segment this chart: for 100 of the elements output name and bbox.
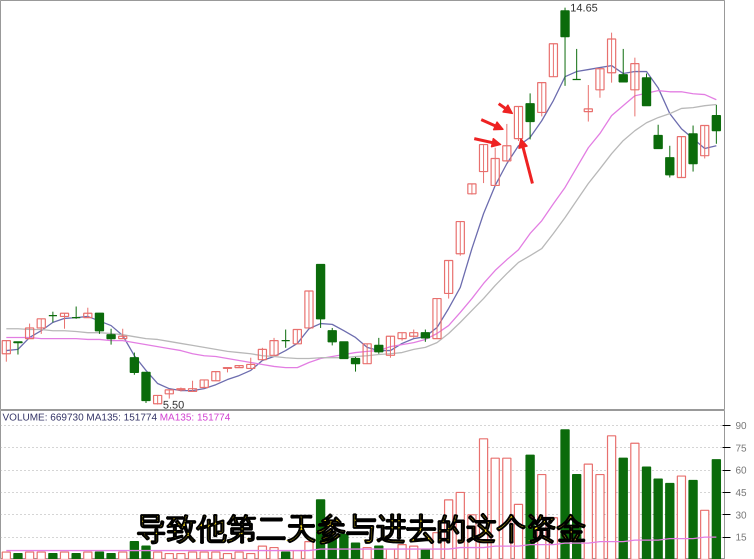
candlestick: [304, 290, 314, 329]
bar: [13, 552, 23, 559]
candlestick: [258, 347, 268, 360]
bar: [688, 480, 698, 559]
bar: [222, 552, 232, 559]
candlestick: [630, 57, 640, 117]
candlestick: [83, 307, 92, 318]
bar: [397, 544, 407, 559]
bar: [36, 551, 46, 559]
annotation: VOLUME: 669730 MA135: 151774: [2, 412, 158, 424]
candlestick: [328, 327, 337, 346]
candlestick: [537, 82, 546, 117]
bar: [362, 546, 372, 559]
candlestick: [281, 329, 290, 348]
bar: [246, 552, 256, 559]
candlestick: [432, 298, 442, 340]
candlestick: [712, 104, 722, 144]
bar: [2, 551, 11, 559]
candlestick: [420, 329, 430, 342]
candlestick: [467, 183, 477, 196]
candlestick: [653, 124, 663, 150]
candlestick: [548, 43, 558, 78]
y-tick-label: 75: [736, 443, 748, 454]
candlestick: [374, 337, 384, 354]
bar: [665, 482, 674, 559]
bar: [71, 552, 81, 559]
bar: [48, 552, 58, 559]
bar: [141, 545, 151, 559]
bar: [642, 466, 652, 559]
bar: [24, 551, 34, 559]
bar: [118, 551, 128, 559]
candlestick: [339, 341, 349, 360]
candlestick: [676, 136, 686, 178]
candlestick: [60, 312, 70, 330]
bar: [630, 442, 640, 559]
bar: [595, 474, 605, 559]
candlestick: [48, 311, 58, 323]
candlestick: [665, 145, 674, 178]
candlestick: [94, 312, 104, 334]
candlestick: [700, 124, 710, 159]
bar: [606, 435, 616, 559]
candlestick: [572, 48, 582, 80]
candlestick: [246, 357, 256, 370]
y-tick-label: 90: [736, 420, 748, 432]
bar: [106, 552, 116, 559]
bar: [200, 551, 209, 559]
bar: [420, 548, 430, 559]
bar: [152, 551, 162, 559]
candlestick: [118, 328, 128, 340]
bar: [712, 459, 722, 559]
candlestick: [13, 341, 23, 356]
candlestick: [478, 144, 488, 184]
bar: [258, 545, 268, 559]
y-tick-label: 60: [736, 466, 748, 477]
bar: [60, 551, 70, 559]
candlestick: [2, 340, 11, 362]
candlestick: [595, 68, 605, 98]
bar: [94, 551, 104, 559]
candlestick: [386, 336, 396, 358]
candlestick: [444, 260, 454, 300]
candlestick: [292, 328, 302, 344]
bar: [234, 551, 244, 559]
candlestick: [525, 92, 535, 140]
candlestick: [606, 32, 616, 84]
candlestick: [502, 123, 512, 162]
bar: [211, 551, 221, 559]
candlestick: [188, 380, 198, 392]
annotation: 14.65: [570, 2, 598, 15]
bar: [409, 545, 418, 559]
bar: [164, 552, 174, 559]
bar: [188, 551, 198, 559]
candlestick: [36, 318, 46, 334]
candlestick: [130, 352, 140, 376]
bar: [700, 510, 710, 559]
candlestick: [362, 343, 372, 364]
bar: [292, 550, 302, 559]
candlestick: [106, 328, 116, 346]
candlestick: [211, 371, 221, 382]
candlestick: [514, 106, 524, 142]
bar: [653, 478, 663, 559]
candlestick: [618, 48, 628, 82]
candlestick: [24, 323, 34, 340]
bar: [618, 458, 628, 559]
candlestick: [350, 356, 360, 372]
annotation: 5.50: [162, 400, 184, 412]
bar: [83, 551, 92, 559]
y-tick-label: 45: [736, 488, 748, 499]
y-tick-label: 30: [736, 510, 748, 522]
candlestick: [152, 394, 162, 406]
bar: [676, 475, 686, 559]
candlestick: [456, 220, 465, 256]
candlestick: [71, 306, 81, 320]
bar: [176, 552, 186, 559]
bar: [350, 542, 360, 559]
candlestick: [584, 84, 593, 122]
candlestick: [269, 337, 279, 356]
annotation: MA135: 151774: [160, 412, 231, 424]
y-tick-label: 15: [736, 532, 748, 544]
bar: [281, 551, 290, 559]
bar: [374, 545, 384, 559]
